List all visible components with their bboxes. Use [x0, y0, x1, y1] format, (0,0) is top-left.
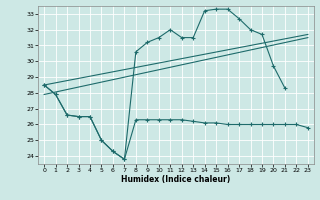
- X-axis label: Humidex (Indice chaleur): Humidex (Indice chaleur): [121, 175, 231, 184]
